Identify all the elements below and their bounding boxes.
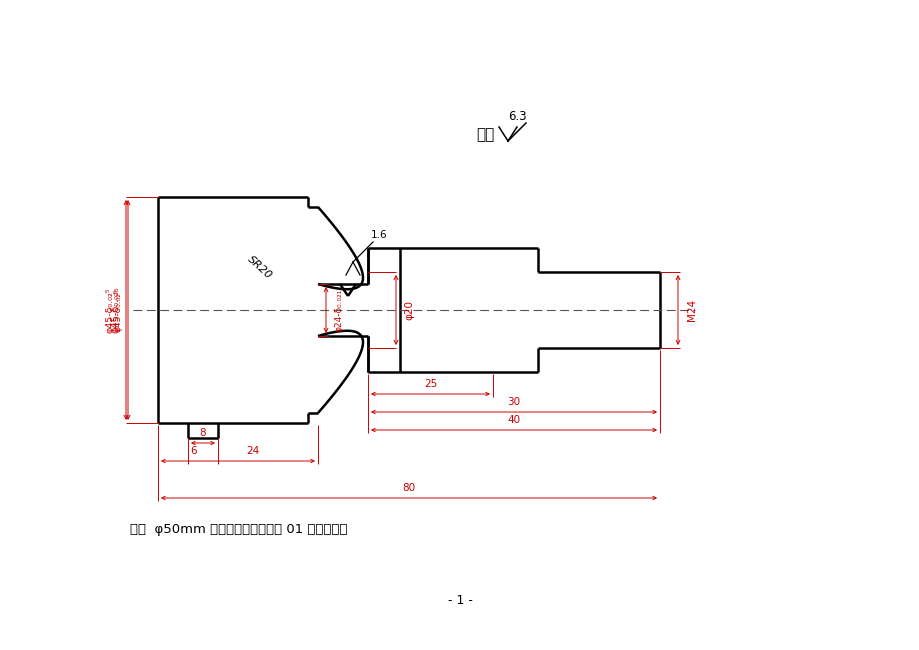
Text: 6: 6 [190, 446, 197, 456]
Text: φ45-δ₀.₀₂⁵: φ45-δ₀.₀₂⁵ [106, 287, 114, 333]
Text: φ45-δ₀.₀₂₅: φ45-δ₀.₀₂₅ [111, 287, 121, 333]
Text: 80: 80 [402, 483, 415, 493]
Text: 30: 30 [507, 397, 520, 407]
Text: SR20: SR20 [245, 255, 274, 281]
Text: 24: 24 [246, 446, 259, 456]
Text: 6.3: 6.3 [507, 110, 526, 123]
Text: 25: 25 [424, 379, 437, 389]
Text: φ20: φ20 [403, 300, 414, 320]
Text: M24: M24 [686, 299, 697, 321]
Text: 40: 40 [507, 415, 520, 425]
Text: - 1 -: - 1 - [447, 593, 472, 606]
Text: 1.6: 1.6 [370, 230, 387, 240]
Text: 8: 8 [199, 428, 206, 438]
Text: φ45-δ₀.₀₂⁵: φ45-δ₀.₀₂⁵ [113, 288, 122, 332]
Text: φ24-δ₀.₀₂₁: φ24-δ₀.₀₂₁ [335, 289, 344, 332]
Text: 其余: 其余 [476, 127, 494, 142]
Text: 毛坯  φ50mm 棒料（学号后两位为 01 的做此题）: 毛坯 φ50mm 棒料（学号后两位为 01 的做此题） [130, 523, 347, 536]
